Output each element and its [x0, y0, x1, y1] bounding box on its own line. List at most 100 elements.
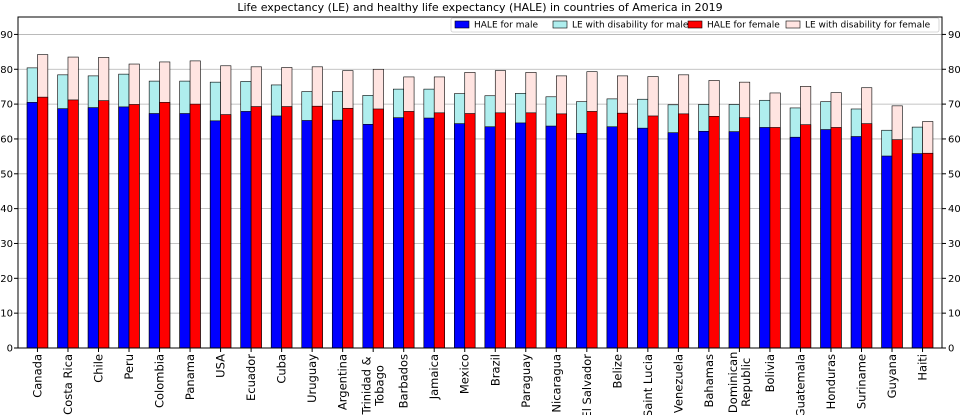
- bar-hale-for-female-bolivia: [769, 127, 781, 349]
- x-tick-label-brazil: Brazil: [488, 354, 502, 386]
- bar-hale-for-male-chile: [87, 107, 99, 349]
- x-tick-label-line: Dominican: [726, 352, 740, 413]
- y-tick-label-right-90: 90: [948, 30, 960, 41]
- x-tick-label-dominican-republic: DominicanRepublic: [726, 352, 753, 413]
- legend-label-le-with-disability-for-male: LE with disability for male: [572, 21, 689, 31]
- x-tick-label-line: Paraguay: [519, 354, 533, 408]
- x-tick-label-line: Suriname: [855, 354, 869, 409]
- y-tick-label-left-30: 30: [0, 239, 13, 250]
- bar-hale-for-male-trinidad-and-tobago: [362, 124, 374, 349]
- y-tick-label-right-60: 60: [948, 134, 960, 145]
- bar-hale-for-female-barbados: [403, 111, 415, 349]
- x-tick-label-haiti: Haiti: [916, 354, 930, 381]
- bar-hale-for-male-colombia: [148, 113, 160, 349]
- bar-hale-for-male-brazil: [484, 126, 496, 349]
- bar-hale-for-female-suriname: [861, 123, 873, 349]
- x-tick-label-line: Trinidad &: [360, 356, 374, 415]
- x-tick-label-cuba: Cuba: [275, 354, 289, 384]
- x-tick-label-peru: Peru: [122, 354, 136, 380]
- bar-hale-for-female-brazil: [494, 112, 506, 349]
- bar-hale-for-male-dominican-republic: [728, 131, 740, 349]
- legend: HALE for male LE with disability for male…: [450, 17, 940, 33]
- bar-hale-for-male-guyana: [881, 155, 893, 349]
- y-tick-label-left-10: 10: [0, 309, 13, 320]
- x-tick-label-nicaragua: Nicaragua: [549, 354, 563, 413]
- bar-hale-for-male-barbados: [393, 117, 405, 349]
- bar-hale-for-female-argentina: [342, 107, 354, 349]
- x-tick-label-line: Barbados: [397, 354, 411, 408]
- x-tick-label-colombia: Colombia: [153, 354, 167, 408]
- y-tick-label-left-0: 0: [7, 344, 13, 355]
- chart-title: Life expectancy (LE) and healthy life ex…: [237, 1, 722, 14]
- bar-hale-for-female-cuba: [281, 106, 293, 349]
- bar-hale-for-female-usa: [220, 114, 232, 349]
- y-tick-label-left-40: 40: [0, 204, 13, 215]
- bar-hale-for-male-peru: [118, 106, 130, 349]
- bar-hale-for-male-guatemala: [789, 136, 801, 349]
- bar-hale-for-male-suriname: [850, 136, 862, 349]
- x-tick-label-line: Bahamas: [702, 354, 716, 408]
- bar-hale-for-female-el-salvador: [586, 111, 598, 349]
- x-tick-label-guyana: Guyana: [885, 354, 899, 398]
- x-tick-label-saint-lucia: Saint Lucia: [641, 354, 655, 415]
- x-tick-label-line: Colombia: [153, 354, 167, 408]
- bar-hale-for-female-canada: [37, 96, 49, 349]
- bar-hale-for-male-argentina: [331, 119, 343, 349]
- x-tick-label-line: Panama: [183, 354, 197, 400]
- bar-hale-for-female-guatemala: [800, 124, 812, 349]
- y-tick-label-right-40: 40: [948, 204, 960, 215]
- bar-hale-for-female-haiti: [922, 152, 934, 349]
- bar-hale-for-female-nicaragua: [555, 113, 567, 349]
- y-tick-label-left-90: 90: [0, 30, 13, 41]
- bar-hale-for-male-bahamas: [698, 130, 710, 349]
- x-tick-label-argentina: Argentina: [336, 354, 350, 410]
- x-tick-label-line: Belize: [610, 354, 624, 388]
- bar-hale-for-female-guyana: [891, 139, 903, 349]
- x-tick-label-canada: Canada: [30, 354, 44, 398]
- x-tick-label-line: Saint Lucia: [641, 354, 655, 415]
- bar-hale-for-male-ecuador: [240, 111, 252, 349]
- x-tick-label-line: Canada: [30, 354, 44, 398]
- x-tick-label-jamaica: Jamaica: [427, 354, 441, 400]
- bar-hale-for-male-costa-rica: [57, 108, 69, 349]
- x-tick-label-trinidad-and-tobago: Trinidad &Tobago: [360, 356, 387, 415]
- x-tick-label-line: Guatemala: [793, 354, 807, 415]
- bar-hale-for-female-chile: [98, 100, 110, 349]
- bar-hale-for-male-nicaragua: [545, 125, 557, 349]
- legend-swatch-le-with-disability-for-male: [552, 20, 568, 29]
- legend-swatch-hale-for-male: [454, 20, 470, 29]
- x-tick-label-line: Bolivia: [763, 354, 777, 392]
- x-tick-label-line: Peru: [122, 354, 136, 380]
- x-tick-label-venezuela: Venezuela: [671, 354, 685, 413]
- y-tick-label-right-20: 20: [948, 274, 960, 285]
- x-tick-label-barbados: Barbados: [397, 354, 411, 408]
- bar-hale-for-male-paraguay: [515, 122, 527, 349]
- y-tick-label-left-60: 60: [0, 134, 13, 145]
- bar-hale-for-female-saint-lucia: [647, 115, 659, 349]
- y-tick-label-left-70: 70: [0, 100, 13, 111]
- bar-hale-for-male-haiti: [911, 153, 923, 349]
- x-tick-label-suriname: Suriname: [855, 354, 869, 409]
- bar-hale-for-male-el-salvador: [576, 133, 588, 349]
- bar-hale-for-female-mexico: [464, 113, 476, 349]
- x-axis: Canada Costa Rica Chile Peru Colombia Panama U…: [30, 348, 930, 415]
- bar-hale-for-female-peru: [128, 104, 140, 349]
- x-tick-label-paraguay: Paraguay: [519, 354, 533, 408]
- x-tick-label-bolivia: Bolivia: [763, 354, 777, 392]
- bar-hale-for-female-colombia: [159, 102, 171, 349]
- x-tick-label-bahamas: Bahamas: [702, 354, 716, 408]
- y-tick-label-right-0: 0: [948, 344, 954, 355]
- x-tick-label-line: Venezuela: [671, 354, 685, 413]
- legend-swatch-le-with-disability-for-female: [785, 20, 801, 29]
- bar-hale-for-male-venezuela: [667, 132, 679, 349]
- x-tick-label-line: Tobago: [373, 365, 387, 407]
- x-tick-label-guatemala: Guatemala: [793, 354, 807, 415]
- bar-hale-for-male-uruguay: [301, 120, 313, 349]
- x-tick-label-line: Ecuador: [244, 354, 258, 401]
- x-tick-label-panama: Panama: [183, 354, 197, 400]
- x-tick-label-usa: USA: [214, 354, 228, 378]
- bar-hale-for-female-paraguay: [525, 112, 537, 349]
- x-tick-label-costa-rica: Costa Rica: [61, 354, 75, 415]
